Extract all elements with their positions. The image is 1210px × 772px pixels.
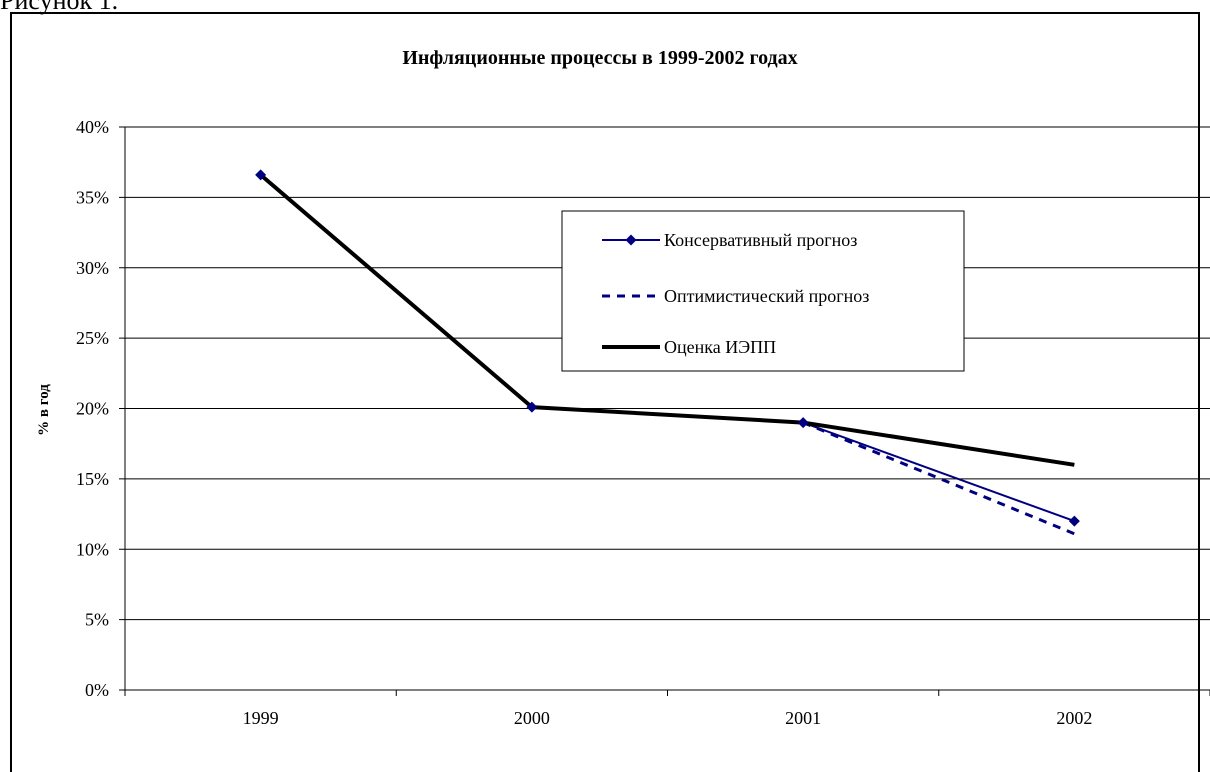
y-tick-label: 30% [76,258,109,278]
y-tick-label: 15% [76,469,109,489]
series-line-estimate [259,173,1075,467]
figure-caption: Рисунок 1. [0,0,119,15]
legend-label: Оценка ИЭПП [664,337,776,357]
legend: Консервативный прогноз Оптимистический пр… [561,210,965,372]
legend-label: Консервативный прогноз [664,230,857,250]
y-tick-label: 0% [85,680,109,700]
y-tick-label: 35% [76,187,109,207]
y-tick-label: 25% [76,328,109,348]
chart-title: Инфляционные процессы в 1999-2002 годах [402,47,797,69]
y-tick-label: 20% [76,399,109,419]
gridlines [125,126,1210,621]
x-tick-label: 2001 [785,708,821,728]
legend-box [561,210,965,372]
y-axis-label: % в год [36,384,52,436]
x-tick-label: 1999 [243,708,279,728]
x-tick-label: 2000 [514,708,550,728]
legend-label: Оптимистический прогноз [664,286,869,306]
y-tick-label: 5% [85,610,109,630]
series-lines [255,169,1080,536]
y-tick-label: 10% [76,539,109,559]
y-tick-label: 40% [76,117,109,137]
x-tick-labels: 1999 2000 2001 2002 [243,708,1093,728]
legend-marker-conservative [625,234,637,246]
chart-frame [10,12,1200,772]
series-point-conservative [255,169,267,181]
axes [119,126,1210,696]
series-point-conservative [797,417,809,429]
x-tick-label: 2002 [1056,708,1092,728]
series-line-optimistic [802,421,1075,536]
series-point-conservative [1068,515,1080,527]
y-tick-labels: 0% 5% 10% 15% 20% 25% 30% 35% 40% [76,117,109,700]
series-point-conservative [526,401,538,413]
